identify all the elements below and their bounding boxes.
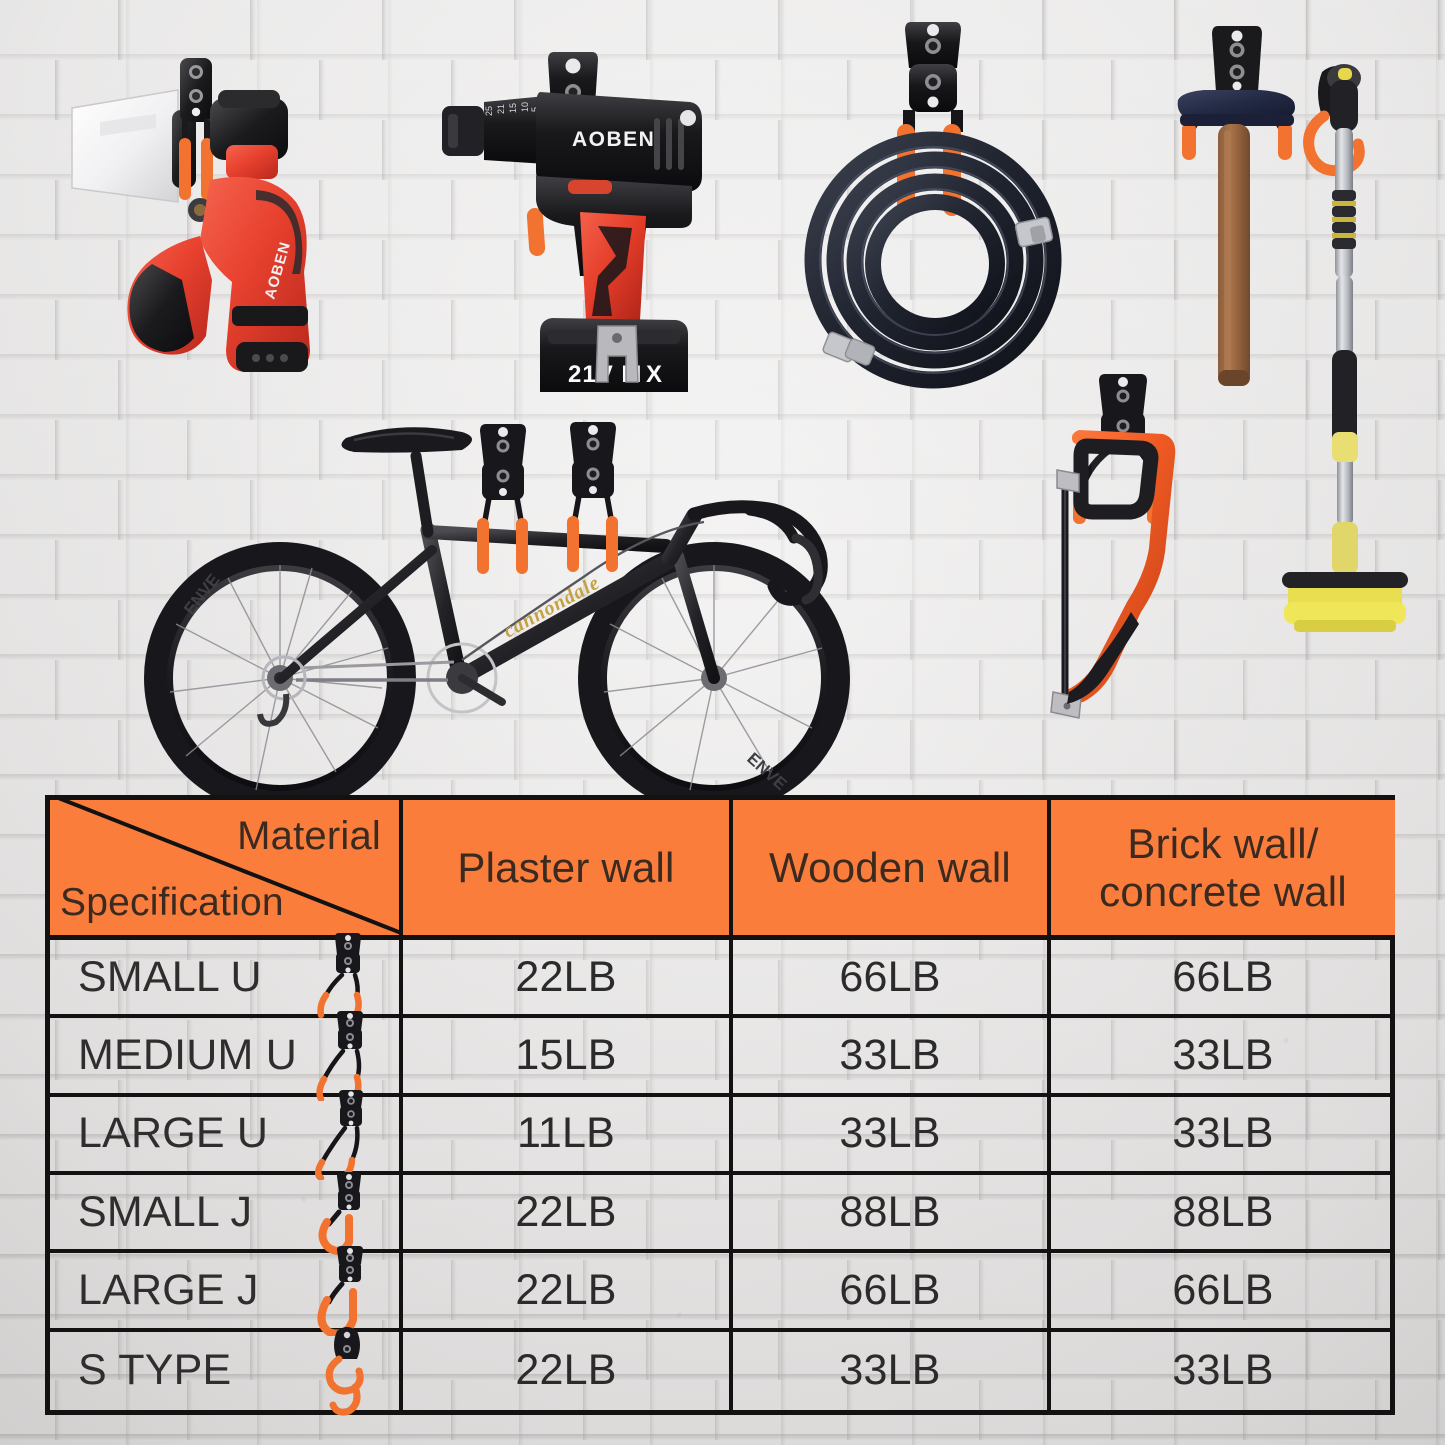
spec-name: S TYPE xyxy=(78,1346,232,1395)
spec-name: LARGE U xyxy=(78,1109,269,1158)
cell-plaster-value: 11LB xyxy=(403,1096,733,1175)
claw-hammer-item xyxy=(1160,18,1310,398)
spec-name: LARGE J xyxy=(78,1265,259,1314)
claw-hammer-graphic xyxy=(1177,26,1295,386)
cordless-drill-graphic: 25 21 15 10 5 AOBEN xyxy=(442,52,702,392)
bike-u-hook-left xyxy=(477,424,528,574)
medium-u-hook-graphic xyxy=(179,58,213,200)
hacksaw-item xyxy=(1035,372,1250,742)
cell-wooden-value: 33LB xyxy=(733,1096,1051,1175)
svg-text:21: 21 xyxy=(496,104,506,114)
svg-text:AOBEN: AOBEN xyxy=(572,128,655,151)
spec-name: MEDIUM U xyxy=(78,1030,297,1079)
svg-text:25: 25 xyxy=(484,106,494,116)
column-header-wooden-wall: Wooden wall xyxy=(733,800,1051,940)
cell-wooden-value: 88LB xyxy=(733,1175,1051,1254)
column-header-brick-concrete-wall: Brick wall/ concrete wall xyxy=(1051,800,1395,940)
bike-u-hook-right xyxy=(567,422,618,572)
small-u-hook-graphic xyxy=(1182,26,1292,160)
cell-wooden-value: 33LB xyxy=(733,1331,1051,1410)
table-row: LARGE U xyxy=(50,1089,403,1182)
cell-plaster-value: 15LB xyxy=(403,1018,733,1097)
cell-plaster-value: 22LB xyxy=(403,1331,733,1410)
table-corner-header: Material Specification xyxy=(50,800,403,940)
cell-brick-value: 66LB xyxy=(1051,940,1395,1019)
large-u-hook-icon xyxy=(315,1088,381,1182)
spec-name: SMALL J xyxy=(78,1187,253,1236)
svg-text:10: 10 xyxy=(520,102,530,112)
cell-wooden-value: 66LB xyxy=(733,940,1051,1019)
s-type-hook-icon xyxy=(315,1325,381,1417)
cell-brick-value: 66LB xyxy=(1051,1253,1395,1332)
paint-sprayer-graphic: AOBEN xyxy=(71,58,310,372)
road-bicycle-graphic: ENVE ENVE xyxy=(144,422,850,814)
cell-plaster-value: 22LB xyxy=(403,1175,733,1254)
cell-plaster-value: 22LB xyxy=(403,940,733,1019)
svg-text:15: 15 xyxy=(508,103,518,113)
specification-label: Specification xyxy=(60,881,284,925)
coiled-hose-graphic xyxy=(804,22,1062,389)
table-row: MEDIUM U xyxy=(50,1011,403,1103)
paint-sprayer-item: AOBEN xyxy=(60,50,360,380)
squeegee-mop-graphic xyxy=(1282,64,1408,632)
hacksaw-graphic xyxy=(1050,374,1176,719)
road-bicycle-item: ENVE ENVE xyxy=(110,410,870,814)
cell-wooden-value: 33LB xyxy=(733,1018,1051,1097)
load-capacity-table: Material Specification Plaster wall Wood… xyxy=(45,795,1395,1416)
cell-brick-value: 88LB xyxy=(1051,1175,1395,1254)
cordless-drill-item: 25 21 15 10 5 AOBEN xyxy=(440,30,770,400)
cell-brick-value: 33LB xyxy=(1172,1346,1274,1395)
spec-name: SMALL U xyxy=(78,952,262,1001)
table-row: SMALL U xyxy=(50,933,403,1021)
svg-text:X: X xyxy=(646,361,663,388)
column-header-plaster-wall: Plaster wall xyxy=(403,800,733,940)
table-row: LARGE J xyxy=(50,1246,403,1338)
cell-brick-value: 33LB xyxy=(1051,1018,1395,1097)
material-label: Material xyxy=(237,814,381,858)
table-row: S TYPE xyxy=(50,1326,403,1416)
cell-wooden-value: 66LB xyxy=(733,1253,1051,1332)
coiled-hose-item xyxy=(785,20,1085,410)
large-j-hook-icon xyxy=(315,1244,381,1338)
cell-plaster-value: 22LB xyxy=(403,1253,733,1332)
table-row: SMALL J xyxy=(50,1172,403,1256)
small-u-hook-icon xyxy=(315,931,381,1023)
cell-brick-value: 33LB xyxy=(1051,1097,1395,1175)
squeegee-mop-item xyxy=(1280,50,1445,690)
svg-text:5: 5 xyxy=(530,107,540,112)
